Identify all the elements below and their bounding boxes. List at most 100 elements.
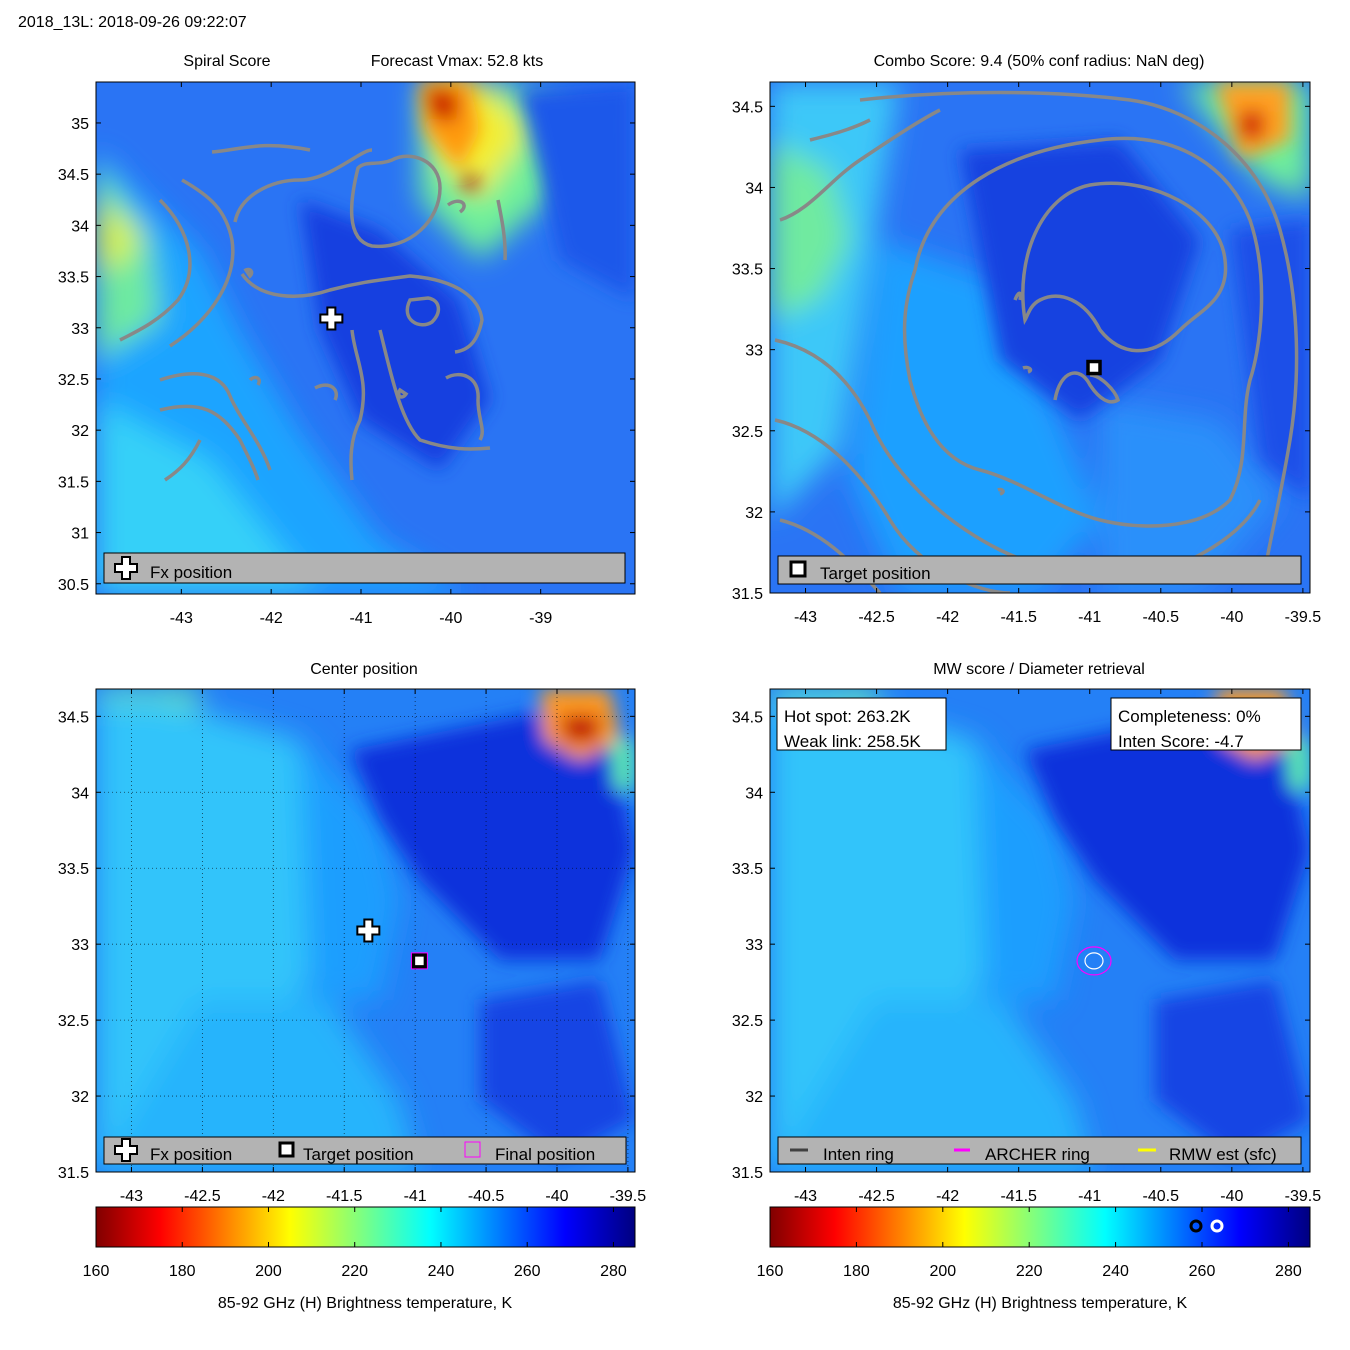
y-tick-label: 33 — [71, 937, 89, 954]
colorbar-tick-label: 200 — [929, 1263, 956, 1280]
colorbar-tick-label: 220 — [1016, 1263, 1043, 1280]
y-tick-label: 35 — [71, 116, 89, 133]
x-tick-label: -43 — [170, 610, 193, 627]
y-tick-label: 32 — [745, 1089, 763, 1106]
brightness-temperature-map — [770, 82, 1310, 593]
y-tick-label: 31.5 — [732, 1165, 763, 1182]
legend-label: Target position — [820, 564, 931, 583]
y-tick-label: 33.5 — [732, 861, 763, 878]
fx-position-legend-icon — [114, 556, 138, 580]
x-tick-label: -42.5 — [858, 1188, 895, 1205]
score-contours — [119, 143, 507, 482]
colorbar-label: 85-92 GHz (H) Brightness temperature, K — [893, 1295, 1188, 1312]
legend: Fx position — [103, 552, 626, 584]
inten-ring — [1084, 952, 1104, 970]
x-tick-label: -41 — [1078, 609, 1101, 626]
legend-label: Fx position — [150, 1145, 232, 1164]
x-tick-labels: -43 -42.5 -42 -41.5 -41 -40.5 -40 -39.5 — [794, 689, 1321, 1205]
y-tick-label: 34 — [745, 180, 763, 197]
y-tick-label: 32 — [71, 423, 89, 440]
y-tick-label: 34.5 — [58, 167, 89, 184]
y-tick-label: 32.5 — [58, 1013, 89, 1030]
archer-ring — [1076, 946, 1112, 976]
brightness-temperature-map — [770, 689, 1310, 1172]
y-tick-labels: 31.5 32 32.5 33 33.5 34 34.5 — [58, 709, 635, 1182]
panel-spiral-score: Spiral Score Forecast Vmax: 52.8 kts — [58, 53, 636, 627]
x-tick-label: -40.5 — [468, 1188, 505, 1205]
panel-title: MW score / Diameter retrieval — [933, 661, 1145, 678]
x-tick-label: -39.5 — [1285, 1188, 1322, 1205]
y-tick-label: 31.5 — [732, 586, 763, 603]
legend-label: Final position — [495, 1145, 595, 1164]
inten-score-label: Inten Score: -4.7 — [1118, 732, 1244, 751]
panel-title: Spiral Score — [183, 53, 270, 70]
axes-frame — [769, 81, 1311, 594]
colorbar-tick-labels: 160 180 200 220 240 260 280 — [757, 1207, 1302, 1280]
x-tick-label: -40.5 — [1143, 1188, 1180, 1205]
colorbar-tick-label: 240 — [428, 1263, 455, 1280]
legend-label: RMW est (sfc) — [1169, 1145, 1277, 1164]
hot-spot-indicator-icon — [1189, 1219, 1203, 1233]
target-square-mark — [1086, 359, 1102, 376]
weak-link-indicator-icon — [1210, 1219, 1224, 1233]
x-tick-label: -41.5 — [1000, 1188, 1037, 1205]
x-tick-label: -40.5 — [1143, 609, 1180, 626]
x-tick-label: -39.5 — [610, 1188, 647, 1205]
info-box-left: Hot spot: 263.2K Weak link: 258.5K — [776, 697, 947, 751]
x-tick-label: -41 — [404, 1188, 427, 1205]
x-tick-label: -41 — [1078, 1188, 1101, 1205]
x-tick-label: -42.5 — [858, 609, 895, 626]
y-tick-label: 34.5 — [732, 709, 763, 726]
x-tick-label: -40 — [1220, 1188, 1243, 1205]
y-tick-label: 32 — [745, 505, 763, 522]
y-tick-label: 31.5 — [58, 474, 89, 491]
y-tick-label: 33 — [745, 937, 763, 954]
x-tick-label: -40 — [439, 610, 462, 627]
brightness-temperature-map — [96, 82, 635, 594]
legend-label: Target position — [303, 1145, 414, 1164]
ring-markers — [1076, 946, 1112, 976]
target-square-mark — [411, 953, 428, 969]
y-tick-label: 31.5 — [58, 1165, 89, 1182]
brightness-temperature-map — [96, 689, 635, 1172]
final-position-legend-icon — [464, 1141, 481, 1158]
y-tick-labels: 30.5 31 31.5 32 32.5 33 33.5 34 34.5 35 — [58, 116, 635, 594]
x-tick-label: -43 — [120, 1188, 143, 1205]
colorbar-label: 85-92 GHz (H) Brightness temperature, K — [218, 1295, 513, 1312]
x-tick-labels: -43 -42.5 -42 -41.5 -41 -40.5 -40 -39.5 — [120, 689, 646, 1205]
panel-combo-score: Combo Score: 9.4 (50% conf radius: NaN d… — [732, 53, 1321, 626]
y-tick-label: 32.5 — [732, 1013, 763, 1030]
target-position-legend-icon — [278, 1141, 295, 1158]
hot-spot-label: Hot spot: 263.2K — [784, 707, 911, 726]
y-tick-label: 34.5 — [58, 709, 89, 726]
legend-label: ARCHER ring — [985, 1145, 1090, 1164]
completeness-label: Completeness: 0% — [1118, 707, 1261, 726]
y-tick-label: 32.5 — [732, 424, 763, 441]
info-box-right: Completeness: 0% Inten Score: -4.7 — [1110, 697, 1302, 751]
x-tick-label: -42 — [262, 1188, 285, 1205]
colorbar-left: 160 180 200 220 240 260 280 85-92 GHz (H) Brig… — [83, 1206, 636, 1312]
axes-frame — [95, 688, 636, 1173]
target-position-marker — [1086, 359, 1102, 376]
panel-title: Center position — [310, 661, 418, 678]
x-tick-label: -42 — [260, 610, 283, 627]
y-tick-label: 30.5 — [58, 577, 89, 594]
figure-title: 2018_13L: 2018-09-26 09:22:07 — [18, 14, 247, 31]
panel-subtitle: Forecast Vmax: 52.8 kts — [371, 53, 544, 70]
x-tick-label: -42 — [936, 609, 959, 626]
target-position-legend-icon — [789, 560, 807, 578]
x-tick-label: -40 — [545, 1188, 568, 1205]
colorbar-tick-labels: 160 180 200 220 240 260 280 — [83, 1207, 627, 1280]
legend-label: Fx position — [150, 563, 232, 582]
legend: Fx position Target position Final positi… — [103, 1136, 627, 1165]
x-tick-label: -41.5 — [326, 1188, 363, 1205]
fx-position-marker — [319, 306, 344, 331]
y-tick-labels: 31.5 32 32.5 33 33.5 34 34.5 — [732, 99, 1310, 603]
x-tick-label: -39.5 — [1285, 609, 1322, 626]
x-tick-label: -43 — [794, 1188, 817, 1205]
score-contours — [774, 90, 1299, 593]
x-tick-label: -41 — [349, 610, 372, 627]
panel-title: Combo Score: 9.4 (50% conf radius: NaN d… — [874, 53, 1205, 70]
panel-mw-score: MW score / Diameter retrieval Hot spot: … — [732, 661, 1321, 1205]
